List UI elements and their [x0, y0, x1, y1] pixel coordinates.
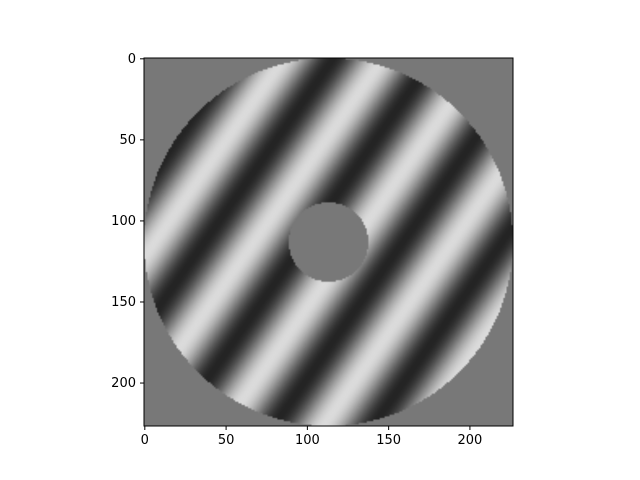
y-tick-labels: 0 50 100 150 200 [111, 52, 136, 391]
y-ticks [140, 58, 144, 384]
y-tick-label-0: 0 [128, 52, 136, 67]
x-axis: 0 50 100 150 200 [141, 426, 483, 448]
x-tick-label-200: 200 [458, 433, 483, 448]
x-ticks [144, 426, 471, 430]
y-tick-label-100: 100 [111, 214, 136, 229]
x-tick-label-150: 150 [376, 433, 401, 448]
x-tick-label-0: 0 [141, 433, 149, 448]
axes-frame [143, 57, 514, 427]
y-tick-label-150: 150 [111, 295, 136, 310]
y-tick-label-200: 200 [111, 376, 136, 391]
heatmap-image [144, 58, 513, 426]
x-tick-label-50: 50 [218, 433, 235, 448]
plot-area [143, 57, 514, 427]
x-tick-label-100: 100 [295, 433, 320, 448]
x-tick-labels: 0 50 100 150 200 [141, 433, 483, 448]
y-axis: 0 50 100 150 200 [111, 52, 144, 391]
y-tick-label-50: 50 [119, 133, 136, 148]
